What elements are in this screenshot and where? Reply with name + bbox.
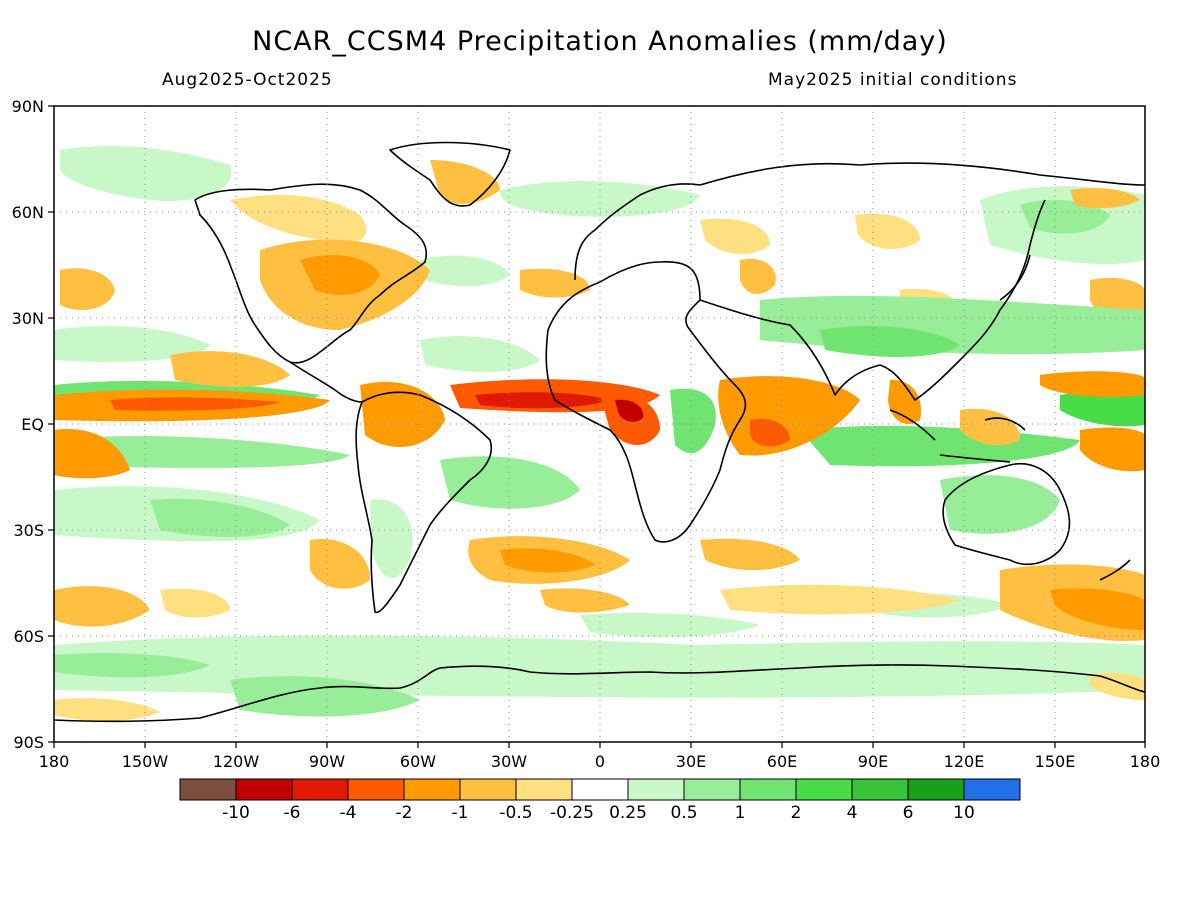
colorbar-swatch [683,778,741,801]
colorbar-label: 0.25 [609,803,647,823]
lon-label: 150W [122,752,169,771]
lon-label: 0 [595,752,605,771]
colorbar-swatch [403,778,461,801]
lat-label: 30N [12,309,44,328]
colorbar-label: 2 [791,803,802,823]
lon-label: 180 [39,752,70,771]
lon-label: 180 [1130,752,1161,771]
colorbar-label: 4 [847,803,858,823]
colorbar-swatch [459,778,517,801]
colorbar-label: -0.5 [499,803,532,823]
lon-label: 90E [858,752,888,771]
lat-label: 90S [13,733,44,752]
lon-label: 90W [309,752,345,771]
colorbar-label: 0.5 [670,803,697,823]
colorbar-swatch [291,778,349,801]
lat-label: 60S [13,627,44,646]
green-areas-north [60,145,1145,287]
colorbar-label: -6 [284,803,301,823]
colorbar-swatch [851,778,909,801]
lat-label: 30S [13,521,44,540]
anomaly-field [54,141,1145,723]
colorbar-label: 1 [735,803,746,823]
colorbar: -10 -6 -4 -2 -1 -0.5 -0.25 0.25 0.5 1 2 … [179,778,1021,823]
coastlines [54,141,1145,723]
lat-label: EQ [21,415,44,434]
colorbar-swatch [235,778,293,801]
initial-conditions: May2025 initial conditions [768,70,1018,90]
colorbar-swatch [963,778,1021,801]
lon-label: 30W [491,752,527,771]
lat-label: 90N [12,97,44,116]
lon-label: 60E [767,752,797,771]
colorbar-swatch [515,778,573,801]
colorbar-label: -0.25 [550,803,594,823]
forecast-period: Aug2025-Oct2025 [162,70,333,90]
lon-label: 60W [400,752,436,771]
dry-areas-tropics [54,351,1145,479]
colorbar-swatch [795,778,853,801]
colorbar-label: 6 [903,803,914,823]
colorbar-label: 10 [953,803,975,823]
green-areas-tropics [54,295,1145,534]
dry-areas-south [54,536,1145,721]
tick-marks [48,105,1146,748]
colorbar-swatch [571,778,629,801]
lon-label: 120E [944,752,985,771]
map-title: NCAR_CCSM4 Precipitation Anomalies (mm/d… [252,26,948,57]
colorbar-swatches [179,778,1021,801]
lon-label: 30E [676,752,706,771]
colorbar-label: -1 [452,803,469,823]
colorbar-label: -10 [222,803,250,823]
longitude-labels: 180 150W 120W 90W 60W 30W 0 30E 60E 90E … [39,752,1161,771]
colorbar-swatch [179,778,237,801]
lat-label: 60N [12,203,44,222]
colorbar-label: -2 [396,803,413,823]
graticule [54,106,1145,742]
colorbar-swatch [627,778,685,801]
colorbar-swatch [347,778,405,801]
colorbar-swatch [739,778,797,801]
latitude-labels: 90N 60N 30N EQ 30S 60S 90S [12,97,44,752]
lon-label: 120W [213,752,260,771]
colorbar-swatch [907,778,965,801]
colorbar-label: -4 [340,803,357,823]
colorbar-labels: -10 -6 -4 -2 -1 -0.5 -0.25 0.25 0.5 1 2 … [222,803,975,823]
lon-label: 150E [1035,752,1076,771]
